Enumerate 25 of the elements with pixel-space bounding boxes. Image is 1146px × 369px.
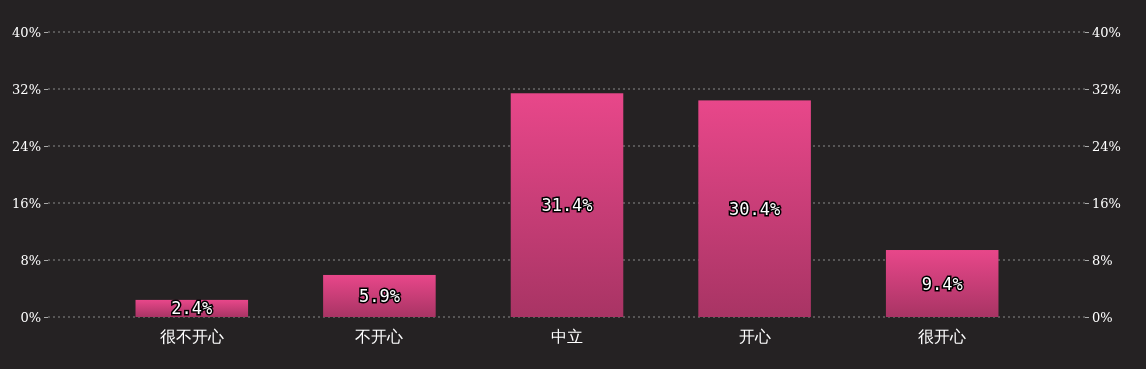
y2-tick-label: 32% (1092, 81, 1121, 97)
y-tick-label: 40% (12, 24, 41, 40)
y-tick-label: 8% (20, 252, 41, 268)
data-label: 31.4% (541, 195, 593, 216)
y-tick-label: 16% (12, 195, 41, 211)
x-tick-label: 开心 (738, 327, 771, 347)
data-label: 5.9% (358, 285, 400, 306)
x-tick-label: 中立 (551, 327, 583, 347)
data-label: 2.4% (171, 298, 213, 319)
y2-tick-label: 0% (1092, 309, 1113, 325)
x-tick-label: 不开心 (355, 327, 404, 347)
y-tick-label: 0% (20, 309, 41, 325)
x-tick-label: 很开心 (918, 327, 967, 347)
x-tick-label: 很不开心 (159, 327, 224, 347)
y-tick-label: 32% (12, 81, 41, 97)
data-label: 30.4% (729, 198, 781, 219)
y-tick-label: 24% (12, 138, 41, 154)
data-label: 9.4% (921, 273, 963, 294)
y2-tick-label: 40% (1092, 24, 1121, 40)
bar (885, 250, 999, 317)
y2-tick-label: 24% (1092, 138, 1121, 154)
y2-tick-label: 8% (1092, 252, 1113, 268)
bar (698, 100, 811, 317)
bar (510, 93, 624, 317)
y2-tick-label: 16% (1092, 195, 1121, 211)
